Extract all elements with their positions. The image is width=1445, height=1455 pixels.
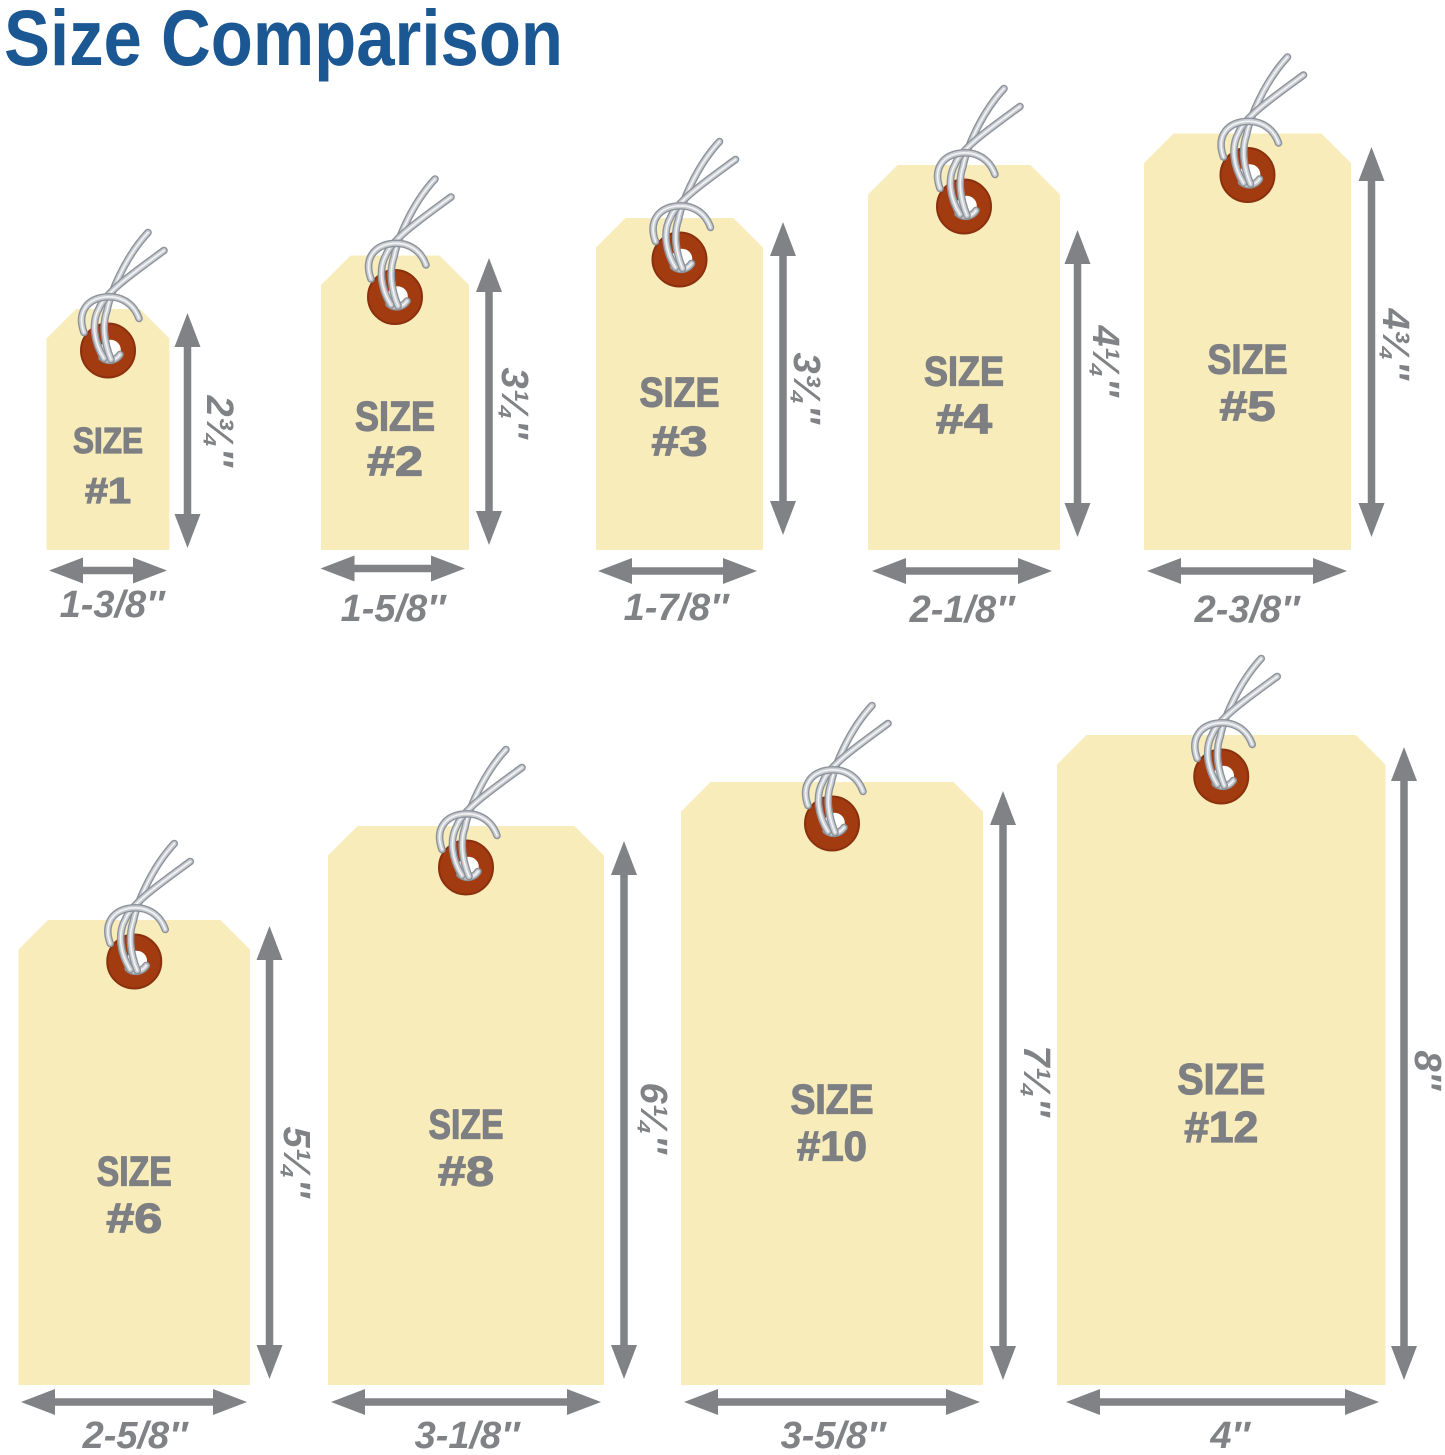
svg-text:#12: #12	[1184, 1103, 1258, 1152]
svg-text:#4: #4	[936, 395, 993, 442]
svg-text:4″: 4″	[1209, 1415, 1251, 1455]
svg-text:8″: 8″	[1406, 1050, 1445, 1091]
svg-text:SIZE: SIZE	[1208, 335, 1288, 382]
svg-text:#8: #8	[438, 1147, 494, 1194]
svg-text:2-3/8″: 2-3/8″	[1194, 589, 1302, 631]
svg-text:1-3/8″: 1-3/8″	[60, 584, 167, 626]
svg-text:SIZE: SIZE	[1177, 1055, 1265, 1104]
svg-text:Size Comparison: Size Comparison	[4, 0, 563, 82]
svg-text:3¾″: 3¾″	[785, 352, 827, 425]
svg-text:SIZE: SIZE	[640, 368, 720, 415]
svg-text:2-5/8″: 2-5/8″	[82, 1415, 190, 1455]
svg-text:2-1/8″: 2-1/8″	[909, 589, 1017, 631]
svg-text:SIZE: SIZE	[429, 1100, 504, 1147]
svg-text:SIZE: SIZE	[791, 1075, 874, 1122]
svg-text:3-5/8″: 3-5/8″	[781, 1415, 888, 1455]
svg-text:5¼″: 5¼″	[275, 1126, 317, 1199]
svg-text:7¼″: 7¼″	[1015, 1045, 1057, 1118]
svg-text:#2: #2	[367, 437, 423, 484]
svg-text:#6: #6	[106, 1194, 162, 1241]
svg-text:#3: #3	[652, 417, 708, 464]
svg-text:1-5/8″: 1-5/8″	[341, 588, 448, 630]
svg-text:#5: #5	[1220, 382, 1276, 429]
svg-text:4¾″: 4¾″	[1374, 307, 1416, 381]
svg-text:SIZE: SIZE	[924, 347, 1004, 394]
svg-text:4¼″: 4¼″	[1084, 324, 1126, 398]
svg-text:2¾″: 2¾″	[198, 394, 240, 468]
svg-text:6¼″: 6¼″	[632, 1082, 674, 1155]
svg-text:SIZE: SIZE	[355, 392, 435, 439]
svg-text:#1: #1	[85, 470, 131, 511]
svg-text:SIZE: SIZE	[73, 420, 143, 461]
svg-text:#10: #10	[797, 1122, 867, 1169]
svg-text:3¼″: 3¼″	[493, 367, 535, 440]
svg-text:3-1/8″: 3-1/8″	[415, 1415, 522, 1455]
svg-text:SIZE: SIZE	[97, 1147, 172, 1194]
svg-text:1-7/8″: 1-7/8″	[624, 587, 731, 629]
